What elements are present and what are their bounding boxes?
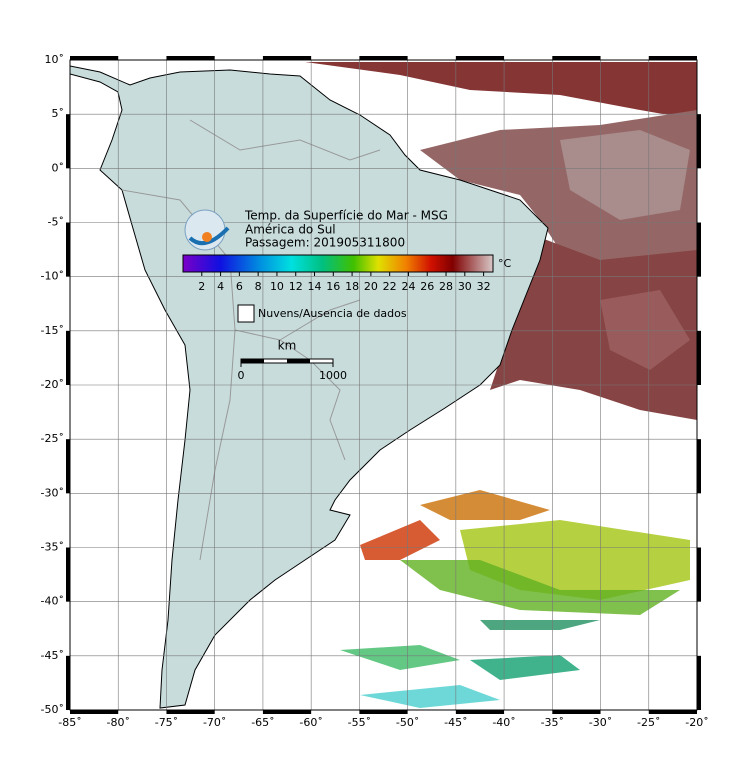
lon-tick-label: -40˚ bbox=[492, 716, 515, 729]
colorbar-tick-label: 30 bbox=[458, 280, 472, 293]
frame-bar bbox=[648, 56, 697, 60]
frame-bar bbox=[552, 710, 601, 714]
scale-bar bbox=[240, 358, 334, 364]
lon-tick-label: -80˚ bbox=[106, 716, 129, 729]
frame-bar bbox=[697, 222, 701, 277]
lat-tick-label: -25˚ bbox=[41, 432, 64, 445]
colorbar-tick-label: 28 bbox=[439, 280, 453, 293]
frame-bar bbox=[66, 439, 70, 494]
frame-bar bbox=[166, 710, 215, 714]
lon-tick-label: -70˚ bbox=[203, 716, 226, 729]
frame-bar bbox=[66, 330, 70, 385]
colorbar-tick-label: 4 bbox=[217, 280, 224, 293]
title: Temp. da Superfície do Mar - MSG bbox=[244, 209, 448, 223]
lat-tick-label: 5˚ bbox=[52, 107, 65, 120]
lon-tick-label: -45˚ bbox=[444, 716, 467, 729]
colorbar-tick-label: 32 bbox=[477, 280, 491, 293]
lat-tick-label: -5˚ bbox=[48, 216, 64, 229]
frame-bar bbox=[66, 655, 70, 710]
lon-tick-label: -55˚ bbox=[348, 716, 371, 729]
frame-bar bbox=[648, 710, 697, 714]
lat-tick-label: -50˚ bbox=[41, 703, 64, 716]
colorbar bbox=[182, 254, 494, 273]
lon-tick-label: -65˚ bbox=[251, 716, 274, 729]
frame-bar bbox=[66, 222, 70, 277]
colorbar-tick-label: 2 bbox=[198, 280, 205, 293]
lon-tick-label: -25˚ bbox=[637, 716, 660, 729]
colorbar-tick-label: 24 bbox=[401, 280, 415, 293]
lat-tick-label: -30˚ bbox=[41, 486, 64, 499]
sst-warm bbox=[305, 62, 697, 420]
lat-tick-label: -45˚ bbox=[41, 649, 64, 662]
frame-bar bbox=[66, 547, 70, 602]
frame-bar bbox=[359, 56, 408, 60]
lat-tick-label: -40˚ bbox=[41, 595, 64, 608]
lat-tick-label: -10˚ bbox=[41, 270, 64, 283]
frame-bar bbox=[166, 56, 215, 60]
frame-bar bbox=[697, 439, 701, 494]
colorbar-tick-label: 26 bbox=[420, 280, 434, 293]
lon-tick-label: -75˚ bbox=[155, 716, 178, 729]
legend-swatch bbox=[237, 304, 255, 323]
lon-tick-label: -35˚ bbox=[541, 716, 564, 729]
subtitle: América do Sul bbox=[245, 223, 336, 237]
frame-bar bbox=[359, 710, 408, 714]
lon-tick-label: -50˚ bbox=[396, 716, 419, 729]
lat-tick-label: 0˚ bbox=[52, 161, 65, 174]
scale-unit: km bbox=[278, 339, 297, 353]
frame-bar bbox=[697, 547, 701, 602]
colorbar-tick-label: 12 bbox=[289, 280, 303, 293]
legend-label: Nuvens/Ausencia de dados bbox=[258, 307, 407, 320]
frame-bar bbox=[262, 710, 312, 714]
lon-tick-label: -60˚ bbox=[299, 716, 322, 729]
colorbar-tick-label: 6 bbox=[236, 280, 243, 293]
frame-bar bbox=[70, 56, 119, 60]
colorbar-unit: °C bbox=[498, 257, 512, 270]
frame-bar bbox=[262, 56, 312, 60]
colorbar-tick-label: 16 bbox=[326, 280, 340, 293]
frame-bar bbox=[66, 114, 70, 169]
borders bbox=[121, 119, 381, 561]
frame-bar bbox=[455, 710, 505, 714]
lat-tick-label: 10˚ bbox=[45, 53, 65, 66]
frame-bar bbox=[697, 114, 701, 169]
logo bbox=[184, 209, 230, 251]
frame-bar bbox=[70, 710, 119, 714]
lon-tick-label: -30˚ bbox=[589, 716, 612, 729]
colorbar-tick-label: 18 bbox=[345, 280, 359, 293]
frame-bar bbox=[697, 655, 701, 710]
frame-bar bbox=[455, 56, 505, 60]
colorbar-tick-label: 20 bbox=[364, 280, 378, 293]
colorbar-tick-label: 10 bbox=[270, 280, 284, 293]
lon-tick-label: -20˚ bbox=[685, 716, 708, 729]
scale-tick-label: 1000 bbox=[319, 369, 347, 382]
frame-bar bbox=[697, 330, 701, 385]
colorbar-tick-label: 14 bbox=[308, 280, 322, 293]
lat-tick-label: -15˚ bbox=[41, 324, 64, 337]
sst-cool bbox=[340, 490, 690, 708]
lat-tick-label: -20˚ bbox=[41, 378, 64, 391]
frame-bar bbox=[552, 56, 601, 60]
lat-tick-label: -35˚ bbox=[41, 541, 64, 554]
lon-tick-label: -85˚ bbox=[58, 716, 81, 729]
pass-time: Passagem: 201905311800 bbox=[245, 236, 405, 250]
scale-tick-label: 0 bbox=[238, 369, 245, 382]
colorbar-tick-label: 22 bbox=[383, 280, 397, 293]
colorbar-tick-label: 8 bbox=[255, 280, 262, 293]
